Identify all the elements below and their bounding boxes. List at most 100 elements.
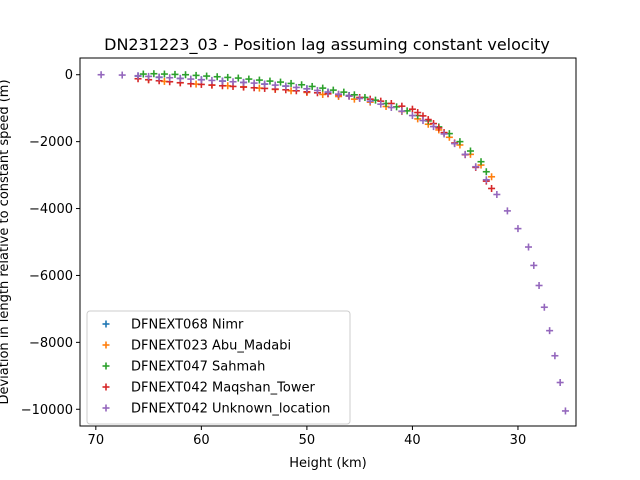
- data-point: [340, 88, 348, 96]
- data-point: [166, 74, 174, 82]
- data-point: [430, 123, 438, 131]
- data-point: [329, 86, 337, 94]
- x-axis: 70 60 50 40 30: [88, 426, 527, 448]
- data-point: [503, 207, 511, 215]
- data-point: [477, 158, 485, 166]
- data-point: [155, 73, 163, 81]
- data-point: [245, 75, 253, 83]
- data-point: [197, 76, 205, 84]
- data-point: [419, 117, 427, 125]
- data-point: [561, 407, 569, 415]
- legend-marker: [102, 404, 110, 412]
- data-point: [218, 77, 226, 85]
- data-point: [298, 81, 306, 89]
- data-point: [266, 77, 274, 85]
- data-point: [192, 71, 200, 79]
- data-point: [540, 303, 548, 311]
- data-point: [345, 92, 353, 100]
- y-tick-label: −2000: [29, 135, 73, 150]
- data-point: [282, 82, 290, 90]
- data-point: [466, 147, 474, 155]
- data-point: [482, 168, 490, 176]
- data-point: [277, 78, 285, 86]
- data-point: [271, 81, 279, 89]
- legend-label: DFNEXT042 Maqshan_Tower: [131, 381, 315, 396]
- data-point: [451, 140, 459, 148]
- legend-marker: [102, 341, 110, 349]
- data-point: [187, 75, 195, 83]
- data-point: [97, 71, 105, 79]
- data-point: [398, 107, 406, 115]
- y-axis-label: Deviation in length relative to constant…: [0, 79, 12, 404]
- data-point: [387, 104, 395, 112]
- x-tick-label: 70: [88, 433, 105, 448]
- legend-marker: [102, 362, 110, 370]
- data-point: [319, 84, 327, 92]
- data-point: [240, 78, 248, 86]
- data-point: [287, 79, 295, 87]
- y-tick-label: 0: [65, 68, 73, 83]
- legend-item: DFNEXT023 Abu_Madabi: [102, 339, 291, 354]
- legend-marker: [102, 320, 110, 328]
- x-axis-label: Height (km): [289, 456, 366, 471]
- data-point: [371, 96, 379, 104]
- data-point: [335, 90, 343, 98]
- data-point: [556, 379, 564, 387]
- x-tick-label: 40: [404, 433, 421, 448]
- legend-label: DFNEXT068 Nimr: [131, 318, 244, 333]
- data-point: [456, 138, 464, 146]
- data-point: [182, 71, 190, 79]
- data-point: [313, 86, 321, 94]
- data-point: [424, 116, 432, 124]
- data-point: [213, 73, 221, 81]
- data-point: [530, 261, 538, 269]
- data-point: [229, 78, 237, 86]
- data-point: [366, 97, 374, 105]
- data-point: [118, 71, 126, 79]
- legend-box: [86, 310, 351, 425]
- data-point: [176, 74, 184, 82]
- data-point: [546, 327, 554, 335]
- data-point: [203, 72, 211, 80]
- legend-item: DFNEXT042 Unknown_location: [102, 402, 330, 417]
- data-point: [414, 109, 422, 117]
- data-point: [472, 163, 480, 171]
- data-point: [261, 80, 269, 88]
- data-point: [255, 76, 263, 84]
- data-point: [350, 91, 358, 99]
- x-tick-label: 30: [510, 433, 527, 448]
- y-axis: 0 −2000 −4000 −6000 −8000 −10000: [21, 68, 80, 418]
- data-point: [551, 352, 559, 360]
- data-point: [160, 70, 168, 78]
- y-tick-label: −6000: [29, 269, 73, 284]
- data-point: [488, 173, 496, 181]
- legend: DFNEXT068 Nimr DFNEXT023 Abu_Madabi DFNEXT…: [86, 310, 351, 425]
- data-point: [234, 74, 242, 82]
- data-point: [171, 70, 179, 78]
- y-tick-label: −8000: [29, 336, 73, 351]
- data-point: [208, 76, 216, 84]
- data-point: [408, 112, 416, 120]
- plot-area: [79, 57, 577, 427]
- series-4-points: [97, 71, 569, 415]
- legend-item: DFNEXT068 Nimr: [102, 318, 244, 333]
- x-tick-label: 50: [299, 433, 316, 448]
- data-point: [488, 184, 496, 192]
- legend-item: DFNEXT042 Maqshan_Tower: [102, 381, 315, 396]
- chart-title: DN231223_03 - Position lag assuming cons…: [104, 35, 550, 55]
- data-point: [308, 82, 316, 90]
- data-point: [356, 94, 364, 102]
- y-tick-label: −10000: [21, 403, 73, 418]
- data-point: [324, 88, 332, 96]
- legend-item: DFNEXT047 Sahmah: [102, 360, 265, 375]
- data-point: [377, 100, 385, 108]
- data-point: [303, 85, 311, 93]
- data-point: [525, 243, 533, 251]
- data-point: [493, 190, 501, 198]
- data-point: [134, 72, 142, 80]
- data-point: [440, 130, 448, 138]
- data-point: [250, 79, 258, 87]
- data-point: [535, 281, 543, 289]
- data-point: [150, 70, 158, 78]
